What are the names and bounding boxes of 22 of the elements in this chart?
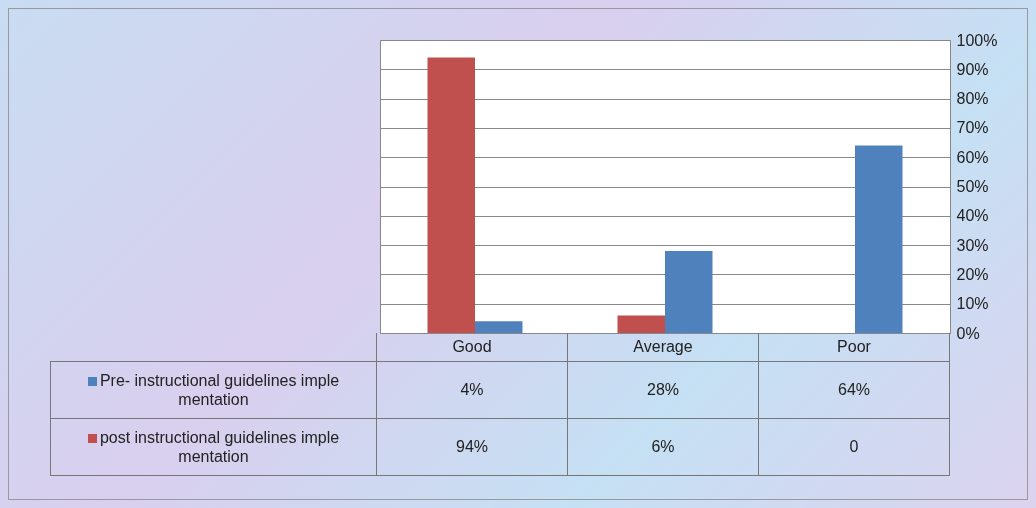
y-tick-label: 70% [956,119,989,137]
y-tick-label: 100% [956,31,998,49]
y-tick-label: 60% [956,148,989,166]
legend-label: Pre- instructional guidelines imple mentation [50,361,377,418]
y-tick-label: 40% [956,207,989,225]
data-label: 94% [376,418,568,475]
data-label: 4% [376,361,568,418]
y-tick-label: 50% [956,178,989,195]
data-label: 6% [567,418,759,475]
y-tick-label: 90% [956,60,989,78]
legend-label: post instructional guidelines imple mentation [50,418,377,475]
y-tick-label: 30% [956,236,989,254]
y-tick-label: 0% [956,324,980,342]
y-tick-label: 20% [956,265,989,283]
x-tick-label: Poor [758,333,950,361]
data-label: 0 [758,418,950,475]
y-tick-label: 10% [956,295,989,313]
x-tick-label: Good [376,333,568,361]
y-tick-label: 80% [956,90,989,108]
data-label: 64% [758,361,950,418]
x-tick-label: Average [567,333,759,361]
data-label: 28% [567,361,759,418]
